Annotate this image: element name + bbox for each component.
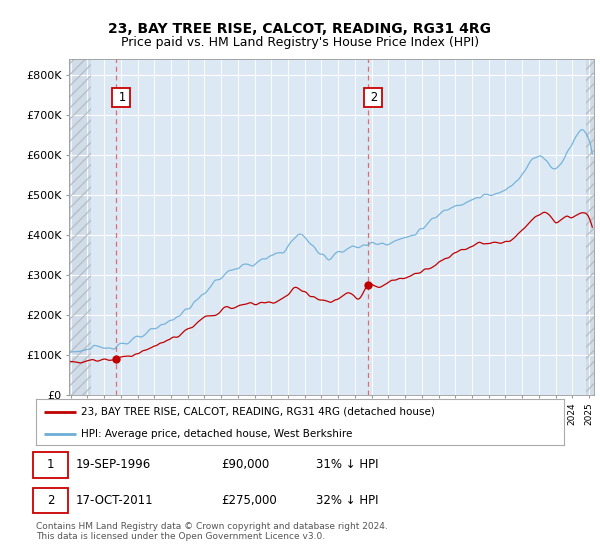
FancyBboxPatch shape (34, 488, 68, 514)
Bar (586, 59, 594, 395)
Text: 31% ↓ HPI: 31% ↓ HPI (316, 458, 379, 472)
Text: 1: 1 (115, 91, 127, 104)
FancyBboxPatch shape (34, 452, 68, 478)
Text: £90,000: £90,000 (221, 458, 269, 472)
Text: 17-OCT-2011: 17-OCT-2011 (76, 494, 153, 507)
Bar (69, 59, 91, 395)
Text: Price paid vs. HM Land Registry's House Price Index (HPI): Price paid vs. HM Land Registry's House … (121, 36, 479, 49)
Text: 2: 2 (367, 91, 379, 104)
Text: 32% ↓ HPI: 32% ↓ HPI (316, 494, 379, 507)
Text: 1: 1 (47, 458, 54, 472)
Bar (69, 59, 91, 395)
Text: 19-SEP-1996: 19-SEP-1996 (76, 458, 151, 472)
Text: 23, BAY TREE RISE, CALCOT, READING, RG31 4RG (detached house): 23, BAY TREE RISE, CALCOT, READING, RG31… (81, 407, 435, 417)
Text: 23, BAY TREE RISE, CALCOT, READING, RG31 4RG: 23, BAY TREE RISE, CALCOT, READING, RG31… (109, 22, 491, 36)
Bar (69, 59, 91, 395)
Bar (586, 59, 594, 395)
Text: £275,000: £275,000 (221, 494, 277, 507)
Text: HPI: Average price, detached house, West Berkshire: HPI: Average price, detached house, West… (81, 429, 352, 438)
Text: Contains HM Land Registry data © Crown copyright and database right 2024.
This d: Contains HM Land Registry data © Crown c… (36, 522, 388, 542)
Text: 2: 2 (47, 494, 54, 507)
